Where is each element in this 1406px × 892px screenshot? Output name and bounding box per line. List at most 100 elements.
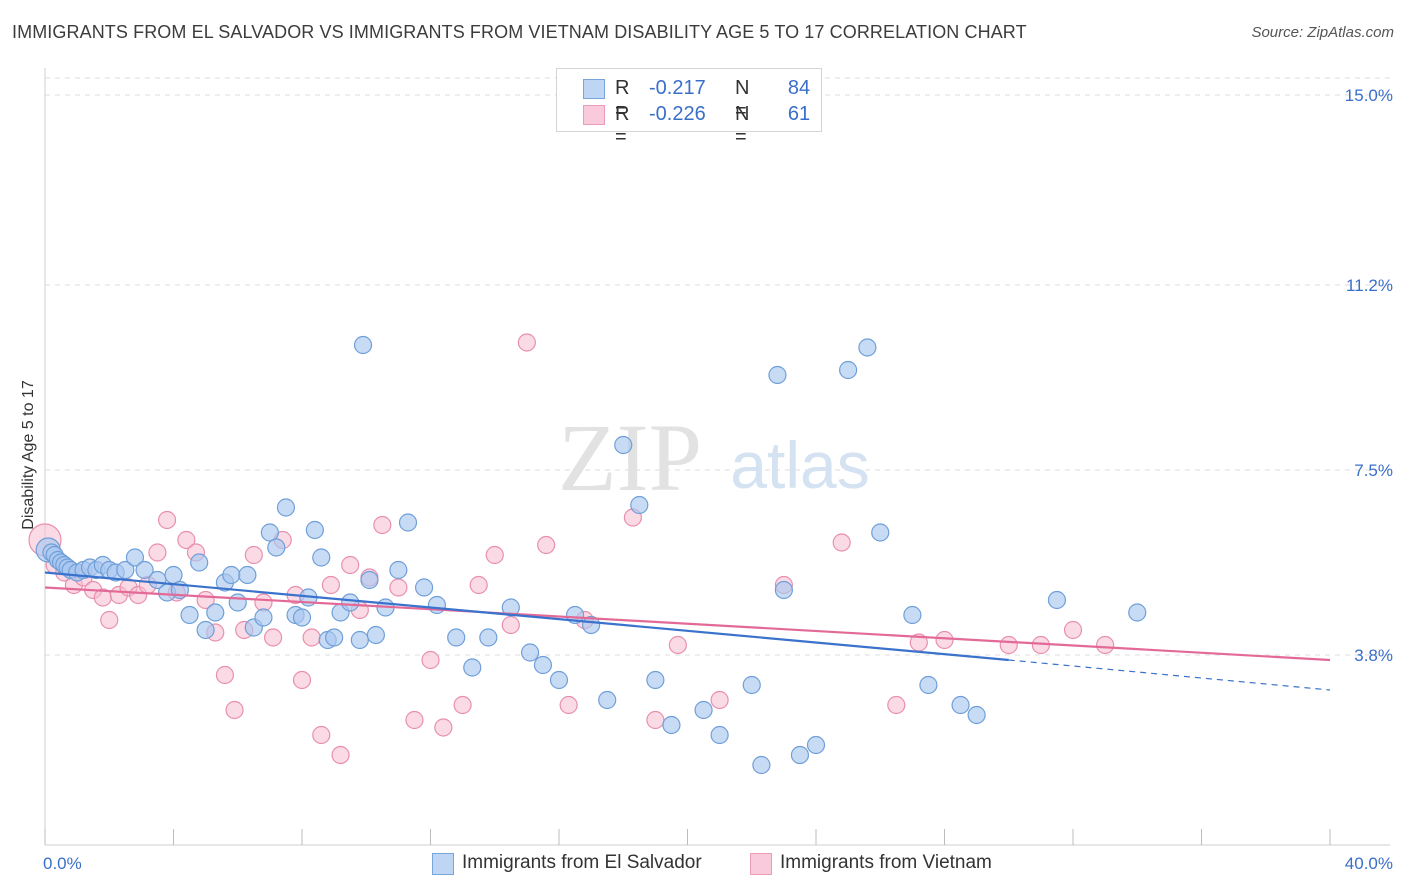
vietnam-trend-line [44,586,1331,662]
salvador-point [260,523,279,542]
salvador-point [125,548,145,567]
salvador-point [858,338,877,357]
salvador-point [350,630,369,650]
salvador-point [398,513,418,532]
salvador-point [414,578,434,597]
salvador-point [463,658,482,677]
vietnam-point [225,700,244,720]
salvador-point [196,620,215,640]
vietnam-point [421,650,440,670]
salvador-point [1047,590,1067,610]
salvador-point [774,580,793,600]
legend-n-label: N = [735,77,750,122]
series-vietnam-points [28,333,1115,765]
salvador-point [710,725,729,745]
salvador-point [292,608,312,627]
x-tick-label: 40.0% [1345,854,1393,873]
salvador-point [533,655,553,675]
vietnam-point [668,635,687,655]
vietnam-point [321,575,341,595]
vietnam-point [405,710,424,730]
salvador-point [366,625,385,645]
salvador-point [312,548,331,567]
x-tick-label: 0.0% [43,854,82,873]
legend-swatch-salvador [583,79,605,99]
salvador-trend-line [44,571,1009,662]
vietnam-point [501,615,520,635]
salvador-point [276,498,296,517]
watermark-zip: ZIP [558,404,702,511]
vietnam-point [453,695,472,715]
bottom-legend-label-vietnam: Immigrants from Vietnam [780,852,992,873]
salvador-point [662,715,681,735]
vietnam-point [215,665,234,685]
salvador-point [228,593,247,612]
vietnam-point [559,695,578,715]
series-salvador-points [35,335,1147,775]
trend-lines [44,571,1331,691]
vietnam-point [177,530,196,550]
salvador-point [341,593,360,612]
salvador-point [520,643,540,662]
salvador-point [389,560,408,580]
legend-n-label: N = [735,103,750,148]
salvador-point [967,705,986,725]
salvador-point [752,755,771,775]
salvador-point [180,605,199,625]
legend-r-value: -0.217 [649,77,706,99]
vietnam-point [292,670,312,690]
salvador-point [206,603,225,622]
legend-n-value: 61 [787,103,811,125]
vietnam-point [312,725,331,745]
vietnam-point [302,628,321,647]
salvador-point [742,675,761,695]
vietnam-point [331,745,350,765]
vietnam-point [935,630,954,650]
legend-n-value: 84 [787,77,811,99]
bottom-legend-swatch-salvador [432,853,454,875]
vietnam-point [485,545,504,565]
salvador-trend-extension [1008,659,1331,691]
salvador-point [903,605,922,625]
salvador-point [447,628,466,647]
salvador-point [1128,603,1147,622]
watermark-atlas: atlas [730,428,869,502]
y-tick-label: 3.8% [1354,646,1393,665]
legend-swatch-vietnam [583,105,605,125]
salvador-point [598,690,617,710]
salvador-point [871,523,890,542]
vietnam-point [148,543,167,562]
y-tick-label: 11.2% [1346,276,1393,295]
salvador-point [254,608,273,627]
vietnam-point [157,510,177,530]
vietnam-point [1096,635,1115,655]
vietnam-point [244,545,263,565]
salvador-point [479,628,498,647]
vietnam-point [537,535,556,555]
salvador-point [116,560,135,580]
correlation-legend: R = -0.217 N = 84 R = -0.226 N = 61 [556,68,822,148]
vietnam-point [100,610,119,630]
vietnam-point [887,695,906,715]
legend-r-value: -0.226 [649,103,706,125]
salvador-point [694,700,713,720]
salvador-point [353,335,373,355]
salvador-point [222,565,241,585]
salvador-point [646,670,665,690]
salvador-point [190,553,209,572]
salvador-point [501,598,520,617]
source-credit: Source: ZipAtlas.com [1251,24,1394,41]
vietnam-point [646,710,665,730]
bottom-legend-swatch-vietnam [750,853,772,875]
vietnam-point [710,690,729,710]
vietnam-point [434,718,453,737]
vietnam-point [999,635,1018,655]
vietnam-point [1063,620,1083,640]
vietnam-point [263,628,283,647]
salvador-point [305,520,324,540]
salvador-point [549,670,569,690]
y-axis-label: Disability Age 5 to 17 [20,380,37,530]
salvador-point [360,570,379,590]
tick-labels: 3.8% 7.5% 11.2% 15.0% 0.0% 40.0% [43,86,1393,873]
